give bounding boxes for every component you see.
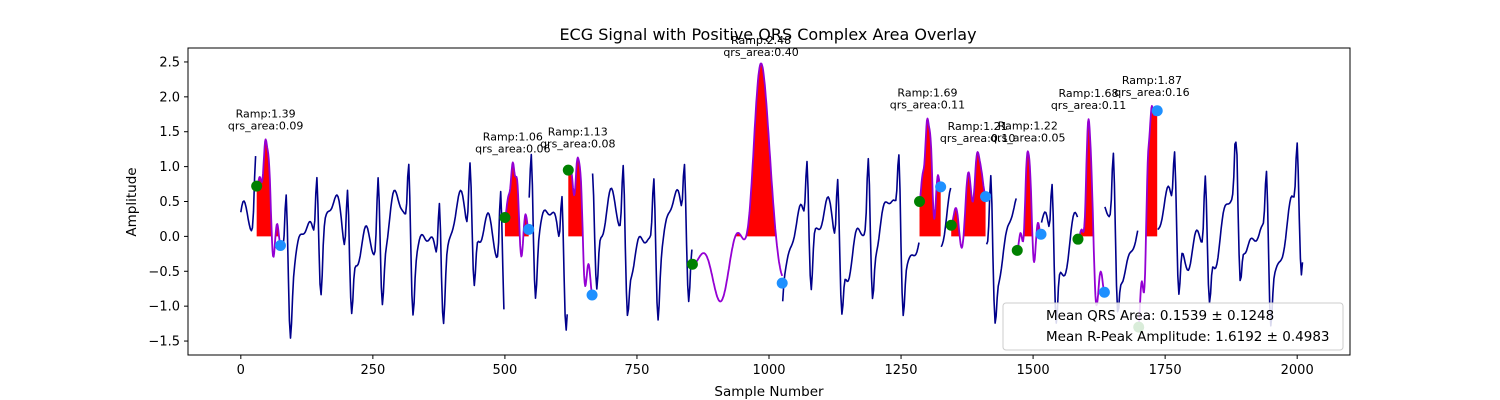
y-tick-label-6: 1.5 bbox=[159, 125, 180, 140]
ecg-signal-segment-1 bbox=[280, 162, 505, 339]
qrs-segment-4 bbox=[918, 117, 942, 220]
r-amp-annotation-5: Ramp:1.21 bbox=[948, 120, 1008, 133]
chart-title: ECG Signal with Positive QRS Complex Are… bbox=[559, 25, 976, 44]
qrs-offset-marker-3 bbox=[776, 277, 788, 289]
qrs-area-fill-0 bbox=[256, 139, 281, 237]
annotation-layer: Ramp:1.39qrs_area:0.09Ramp:1.06qrs_area:… bbox=[228, 34, 1190, 155]
x-tick-label-2000: 2000 bbox=[1281, 363, 1314, 378]
legend: Mean QRS Area: 0.1539 ± 0.1248 Mean R-Pe… bbox=[1002, 302, 1344, 351]
plot-area bbox=[240, 62, 1304, 339]
qrs-onset-marker-5 bbox=[945, 219, 957, 231]
x-axis: 0 250 500 750 1000 1250 1500 1750 2000 bbox=[237, 355, 1314, 378]
r-amp-annotation-3: Ramp:2.48 bbox=[731, 34, 791, 47]
qrs-area-annotation-6: qrs_area:0.05 bbox=[990, 131, 1065, 144]
qrs-onset-marker-6 bbox=[1011, 244, 1023, 256]
x-tick-label-1250: 1250 bbox=[884, 363, 917, 378]
x-tick-label-1000: 1000 bbox=[752, 363, 785, 378]
qrs-area-annotation-1: qrs_area:0.06 bbox=[475, 142, 550, 155]
legend-box bbox=[1002, 302, 1344, 351]
y-tick-label-2: −0.5 bbox=[148, 265, 180, 280]
y-tick-label-3: 0.0 bbox=[159, 230, 180, 245]
ecg-signal-segment-4 bbox=[781, 154, 920, 317]
y-axis-label: Amplitude bbox=[124, 167, 140, 236]
r-amp-annotation-6: Ramp:1.22 bbox=[998, 119, 1058, 132]
qrs-segment-0 bbox=[256, 138, 282, 258]
ecg-signal-segment-6 bbox=[985, 174, 1017, 324]
x-tick-label-0: 0 bbox=[237, 363, 245, 378]
y-tick-label-5: 1.0 bbox=[159, 160, 180, 175]
qrs-onset-marker-2 bbox=[562, 164, 574, 176]
qrs-area-annotation-3: qrs_area:0.40 bbox=[723, 46, 798, 59]
y-tick-label-1: −1.0 bbox=[148, 300, 180, 315]
qrs-offset-marker-1 bbox=[523, 223, 535, 235]
qrs-offset-marker-8 bbox=[1151, 105, 1163, 117]
y-tick-label-4: 0.5 bbox=[159, 195, 180, 210]
r-amp-annotation-8: Ramp:1.87 bbox=[1122, 74, 1182, 87]
y-tick-label-0: −1.5 bbox=[148, 335, 180, 350]
x-tick-label-1750: 1750 bbox=[1149, 363, 1182, 378]
y-axis: −1.5 −1.0 −0.5 0.0 0.5 1.0 1.5 2.0 2.5 bbox=[148, 55, 188, 350]
qrs-area-annotation-4: qrs_area:0.11 bbox=[890, 98, 965, 111]
qrs-offset-marker-2 bbox=[586, 289, 598, 301]
qrs-offset-marker-6 bbox=[1035, 228, 1047, 240]
marker-layer bbox=[251, 105, 1163, 333]
x-tick-label-250: 250 bbox=[360, 363, 385, 378]
y-tick-label-7: 2.0 bbox=[159, 90, 180, 105]
x-tick-label-750: 750 bbox=[625, 363, 650, 378]
qrs-offset-marker-5 bbox=[980, 191, 992, 203]
qrs-segment-3 bbox=[692, 62, 784, 303]
qrs-segment-5 bbox=[950, 151, 987, 249]
y-tick-label-8: 2.5 bbox=[159, 55, 180, 70]
ecg-signal-segment-5 bbox=[940, 187, 952, 248]
qrs-area-fill-2 bbox=[568, 157, 593, 237]
qrs-onset-marker-4 bbox=[914, 196, 926, 207]
qrs-segment-2 bbox=[567, 156, 593, 296]
qrs-onset-marker-1 bbox=[499, 212, 511, 224]
qrs-offset-marker-7 bbox=[1098, 286, 1110, 298]
qrs-offset-marker-4 bbox=[935, 181, 947, 193]
r-amp-annotation-0: Ramp:1.39 bbox=[236, 107, 296, 120]
qrs-onset-marker-3 bbox=[686, 258, 698, 270]
ecg-signal-segment-8 bbox=[1104, 152, 1139, 313]
qrs-area-annotation-2: qrs_area:0.08 bbox=[540, 138, 615, 151]
qrs-area-annotation-0: qrs_area:0.09 bbox=[228, 119, 303, 132]
qrs-offset-marker-0 bbox=[274, 239, 286, 251]
legend-entry-mean-r-peak-amplitude: Mean R-Peak Amplitude: 1.6192 ± 0.4983 bbox=[1046, 329, 1330, 345]
r-amp-annotation-1: Ramp:1.06 bbox=[483, 130, 543, 143]
ecg-signal-segment-7 bbox=[1040, 183, 1079, 324]
qrs-onset-marker-0 bbox=[251, 180, 263, 192]
qrs-segment-6 bbox=[1016, 150, 1042, 263]
ecg-signal-segment-2 bbox=[528, 153, 568, 331]
qrs-segment-1 bbox=[504, 161, 530, 258]
qrs-segment-7 bbox=[1077, 118, 1106, 307]
qrs-area-fill-4 bbox=[919, 118, 941, 237]
qrs-area-annotation-5: qrs_area:0.10 bbox=[940, 132, 1015, 145]
qrs-area-fill-3 bbox=[692, 63, 783, 237]
ecg-signal-segment-3 bbox=[591, 163, 693, 321]
x-axis-label: Sample Number bbox=[714, 384, 824, 400]
ecg-signal-segment-9 bbox=[1157, 141, 1304, 327]
r-amp-annotation-7: Ramp:1.68 bbox=[1059, 87, 1119, 100]
qrs-area-fill-1 bbox=[504, 162, 529, 237]
x-tick-label-500: 500 bbox=[492, 363, 517, 378]
r-amp-annotation-4: Ramp:1.69 bbox=[897, 86, 957, 99]
legend-entry-mean-qrs-area: Mean QRS Area: 0.1539 ± 0.1248 bbox=[1046, 308, 1274, 324]
ecg-signal-segment-0 bbox=[240, 156, 257, 232]
r-amp-annotation-2: Ramp:1.13 bbox=[548, 126, 608, 139]
qrs-onset-marker-7 bbox=[1072, 233, 1084, 245]
qrs-area-fill-5 bbox=[951, 152, 986, 237]
qrs-area-fill-6 bbox=[1017, 151, 1042, 237]
qrs-area-annotation-7: qrs_area:0.11 bbox=[1051, 99, 1126, 112]
qrs-area-annotation-8: qrs_area:0.16 bbox=[1114, 86, 1189, 99]
x-tick-label-1500: 1500 bbox=[1017, 363, 1050, 378]
